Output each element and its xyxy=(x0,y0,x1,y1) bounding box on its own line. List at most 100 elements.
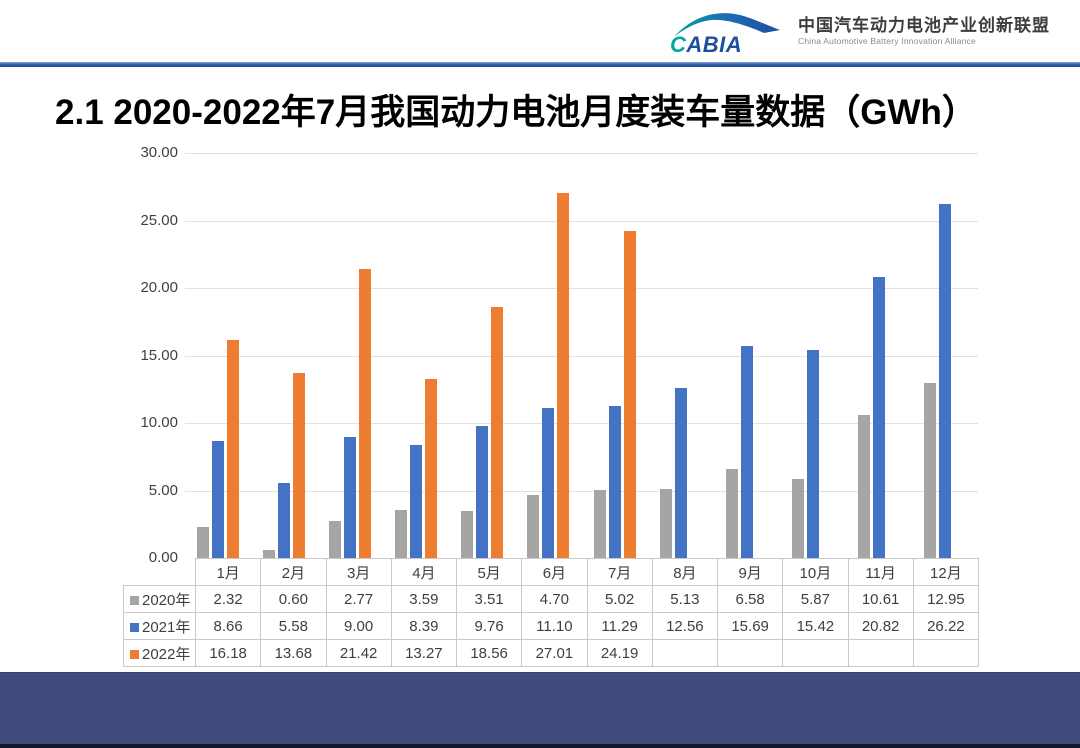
bar-2020年-2月 xyxy=(263,549,276,558)
value-cell xyxy=(782,639,849,667)
value-cell: 5.02 xyxy=(586,585,653,613)
legend-key-icon xyxy=(130,649,139,659)
bar-2022年-5月 xyxy=(491,307,504,558)
bar-2021年-6月 xyxy=(542,408,555,558)
cabia-logo: CABIA 中国汽车动力电池产业创新联盟 China Automotive Ba… xyxy=(668,6,1050,56)
month-header: 10月 xyxy=(782,558,849,586)
bar-2020年-4月 xyxy=(395,509,408,558)
value-cell: 8.39 xyxy=(390,612,458,640)
series-label-2020年: 2020年 xyxy=(123,585,196,613)
bar-2021年-11月 xyxy=(872,276,885,558)
bar-2021年-9月 xyxy=(740,346,753,558)
bar-2021年-3月 xyxy=(344,436,357,558)
bar-2020年-10月 xyxy=(791,478,804,558)
month-header: 3月 xyxy=(325,558,392,586)
cabia-logo-icon: CABIA xyxy=(670,13,780,56)
org-name-zh: 中国汽车动力电池产业创新联盟 xyxy=(798,15,1050,35)
table-row: 2020年 2.32 0.60 2.77 3.59 3.51 4.70 5.02 5.13 6.5… xyxy=(123,585,980,613)
footer-bar xyxy=(0,672,1080,744)
bar-2022年-3月 xyxy=(359,268,372,558)
value-cell: 3.51 xyxy=(455,585,523,613)
plot-area xyxy=(185,153,978,558)
legend-key-icon xyxy=(130,595,139,605)
value-cell: 27.01 xyxy=(521,639,588,667)
value-cell: 13.27 xyxy=(390,639,458,667)
gridline xyxy=(185,490,978,492)
table-row: 2022年 16.18 13.68 21.42 13.27 18.56 27.01 24.19 xyxy=(123,639,980,667)
y-tick-label: 5.00 xyxy=(148,481,178,499)
value-cell: 5.87 xyxy=(782,585,849,613)
gridline xyxy=(185,153,978,154)
gridline xyxy=(185,288,978,289)
bar-2020年-9月 xyxy=(725,469,738,558)
bar-2021年-2月 xyxy=(278,482,291,558)
value-cell: 21.42 xyxy=(325,639,392,667)
series-label-2022年: 2022年 xyxy=(123,639,196,667)
y-tick-label: 15.00 xyxy=(140,346,178,364)
value-cell: 26.22 xyxy=(912,612,980,640)
value-cell: 11.10 xyxy=(521,612,588,640)
value-cell: 5.58 xyxy=(260,612,327,640)
value-cell: 24.19 xyxy=(586,639,653,667)
month-header: 8月 xyxy=(651,558,719,586)
bar-2021年-4月 xyxy=(410,444,423,558)
bar-2020年-8月 xyxy=(659,488,672,558)
footer-strip xyxy=(0,744,1080,748)
value-cell: 12.95 xyxy=(912,585,980,613)
bar-2020年-6月 xyxy=(527,494,540,558)
bar-chart: 0.00 5.00 10.00 15.00 20.00 25.00 30.00 1月 2月 3月… xyxy=(0,140,1080,670)
legend-key-icon xyxy=(130,622,139,632)
y-tick-label: 20.00 xyxy=(140,279,178,296)
value-cell: 15.69 xyxy=(716,612,784,640)
month-header: 1月 xyxy=(194,558,262,586)
month-header: 9月 xyxy=(716,558,784,586)
org-name-en: China Automotive Battery Innovation Alli… xyxy=(798,36,976,47)
y-tick-label: 25.00 xyxy=(140,211,178,229)
value-cell xyxy=(847,639,914,667)
series-label-2021年: 2021年 xyxy=(123,612,196,640)
bar-2022年-4月 xyxy=(425,378,438,558)
value-cell: 18.56 xyxy=(455,639,523,667)
month-header: 12月 xyxy=(912,558,980,586)
bar-2020年-5月 xyxy=(461,510,474,558)
value-cell: 13.68 xyxy=(260,639,327,667)
bar-2020年-7月 xyxy=(593,490,606,558)
bar-2021年-10月 xyxy=(806,349,819,558)
y-tick-label: 10.00 xyxy=(140,414,178,431)
month-header: 4月 xyxy=(390,558,458,586)
value-cell: 2.77 xyxy=(325,585,392,613)
y-tick-label: 0.00 xyxy=(148,549,178,566)
bar-2022年-7月 xyxy=(623,231,636,558)
value-cell: 10.61 xyxy=(847,585,914,613)
value-cell: 16.18 xyxy=(194,639,262,667)
svg-text:CABIA: CABIA xyxy=(670,32,742,56)
month-header: 7月 xyxy=(586,558,653,586)
value-cell: 12.56 xyxy=(651,612,719,640)
table-corner xyxy=(124,559,196,586)
value-cell xyxy=(651,639,719,667)
bar-2021年-1月 xyxy=(212,441,225,558)
value-cell: 20.82 xyxy=(847,612,914,640)
value-cell: 9.76 xyxy=(455,612,523,640)
bar-2020年-3月 xyxy=(329,520,342,558)
bar-2021年-5月 xyxy=(476,426,489,558)
bar-2021年-12月 xyxy=(938,204,951,558)
header: CABIA 中国汽车动力电池产业创新联盟 China Automotive Ba… xyxy=(0,0,1080,62)
page-title: 2.1 2020-2022年7月我国动力电池月度装车量数据（GWh） xyxy=(55,93,977,132)
value-cell: 15.42 xyxy=(782,612,849,640)
gridline xyxy=(185,423,978,424)
value-cell: 9.00 xyxy=(325,612,392,640)
value-cell: 0.60 xyxy=(260,585,327,613)
value-cell xyxy=(716,639,784,667)
month-header: 2月 xyxy=(260,558,327,586)
bar-2022年-6月 xyxy=(557,193,570,558)
bar-2020年-11月 xyxy=(857,414,870,558)
month-header: 11月 xyxy=(847,558,914,586)
value-cell: 8.66 xyxy=(194,612,262,640)
header-accent-line xyxy=(0,62,1080,67)
value-cell: 5.13 xyxy=(651,585,719,613)
bar-2022年-2月 xyxy=(293,373,306,558)
gridline xyxy=(185,220,978,222)
bar-2020年-12月 xyxy=(923,383,936,558)
